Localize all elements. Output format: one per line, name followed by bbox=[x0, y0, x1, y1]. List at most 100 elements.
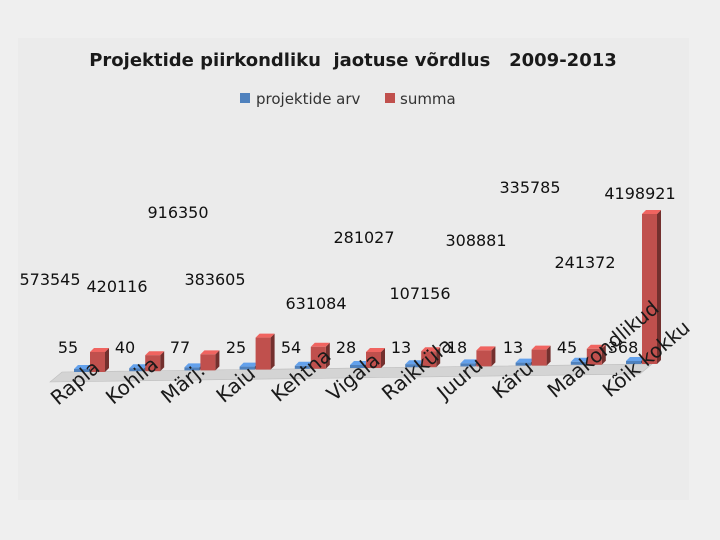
bar-sum-2-front bbox=[200, 354, 216, 371]
bar-count-7-top bbox=[460, 359, 480, 364]
bar-count-8-top bbox=[515, 358, 535, 363]
sum-value-label-0: 573545 bbox=[19, 270, 80, 289]
bar-count-10-front bbox=[626, 361, 641, 364]
bar-sum-0 bbox=[90, 347, 109, 372]
sum-value-label-8: 335785 bbox=[499, 178, 560, 197]
bar-sum-2-top bbox=[200, 350, 220, 355]
bar-count-5-front bbox=[350, 365, 365, 368]
bar-sum-7-front bbox=[476, 350, 492, 367]
bar-sum-8-top bbox=[531, 345, 551, 350]
count-value-label-10: 368 bbox=[608, 338, 639, 357]
bar-count-9-top bbox=[570, 357, 590, 362]
bar-sum-9-top bbox=[586, 344, 606, 349]
bar-count-2-front bbox=[184, 367, 200, 371]
bar-sum-9 bbox=[586, 344, 606, 365]
sum-value-label-6: 107156 bbox=[389, 284, 450, 303]
bar-sum-4-side bbox=[325, 342, 330, 369]
count-value-label-3: 25 bbox=[226, 338, 246, 357]
count-value-label-8: 13 bbox=[503, 338, 523, 357]
bar-count-9-front bbox=[570, 361, 586, 365]
count-labels-layer: 55 40 77 25 54 28 13 18 13 45 368 bbox=[58, 338, 638, 357]
bar-count-6-front bbox=[405, 364, 421, 368]
bar-sum-6-top bbox=[421, 347, 441, 352]
bar-sum-4-front bbox=[310, 346, 326, 369]
bar-sum-0-top bbox=[90, 347, 109, 352]
bar-sum-3 bbox=[255, 333, 275, 370]
sum-value-label-10: 4198921 bbox=[604, 184, 675, 203]
bar-sum-8 bbox=[531, 345, 551, 366]
bar-sum-1-side bbox=[160, 351, 165, 372]
bar-count-8-front bbox=[515, 362, 531, 366]
bar-sum-5-top bbox=[366, 348, 385, 352]
bar-sum-10-top bbox=[642, 210, 661, 214]
bar-sum-5 bbox=[366, 348, 385, 368]
bar-count-5-top bbox=[350, 361, 369, 365]
bar-sum-1-front bbox=[145, 355, 161, 372]
chart-panel bbox=[18, 38, 689, 500]
bar-count-3-front bbox=[239, 366, 255, 370]
bar-sum-1 bbox=[145, 351, 165, 372]
bar-sum-0-side bbox=[105, 347, 109, 372]
count-value-label-4: 54 bbox=[281, 338, 301, 357]
sum-value-label-3: 916350 bbox=[147, 203, 208, 222]
count-value-label-7: 18 bbox=[447, 338, 467, 357]
bar-sum-10-front bbox=[642, 214, 657, 364]
count-value-label-6: 13 bbox=[391, 338, 411, 357]
bar-count-0-top bbox=[74, 365, 93, 369]
bar-sum-4 bbox=[310, 342, 330, 369]
bar-count-1-top bbox=[129, 364, 149, 369]
sum-value-label-9: 241372 bbox=[554, 253, 615, 272]
sum-value-label-7: 308881 bbox=[445, 231, 506, 250]
bar-count-1-front bbox=[129, 368, 145, 372]
bar-sum-1-top bbox=[145, 351, 165, 356]
bar-sum-4-top bbox=[310, 342, 330, 347]
sum-labels-layer: 573545 420116 383605 916350 631084 281027 1071… bbox=[19, 178, 675, 313]
legend-swatch-series-1 bbox=[385, 93, 395, 103]
bar-sum-6 bbox=[421, 347, 441, 368]
bar-sum-3-top bbox=[255, 333, 275, 338]
count-value-label-2: 77 bbox=[170, 338, 190, 357]
count-value-label-1: 40 bbox=[115, 338, 135, 357]
bar-sum-8-side bbox=[546, 345, 551, 366]
bar-sum-6-front bbox=[421, 351, 437, 368]
bar-sum-9-side bbox=[601, 344, 606, 365]
bar-sum-7-side bbox=[491, 346, 496, 367]
chart-title: Projektide piirkondliku jaotuse võrdlus … bbox=[89, 50, 617, 71]
count-value-label-0: 55 bbox=[58, 338, 78, 357]
legend: projektide arv summa bbox=[240, 90, 456, 108]
bar-count-10-top bbox=[626, 357, 645, 361]
count-value-label-5: 28 bbox=[336, 338, 356, 357]
legend-label-series-1: summa bbox=[400, 90, 456, 108]
sum-value-label-1: 420116 bbox=[86, 277, 147, 296]
chart-floor bbox=[49, 363, 653, 383]
bar-count-7-front bbox=[460, 363, 476, 367]
bar-sum-6-side bbox=[436, 347, 441, 368]
bar-count-6-top bbox=[405, 360, 425, 365]
bars-layer bbox=[74, 210, 661, 372]
bar-sum-7 bbox=[476, 346, 496, 367]
sum-value-label-5: 281027 bbox=[333, 228, 394, 247]
bar-sum-2-side bbox=[215, 350, 220, 371]
bar-sum-9-front bbox=[586, 348, 602, 365]
bar-sum-10 bbox=[642, 210, 661, 364]
bar-sum-5-front bbox=[366, 352, 381, 368]
sum-value-label-4: 631084 bbox=[285, 294, 346, 313]
bar-count-4-front bbox=[294, 365, 310, 369]
bar-count-2-top bbox=[184, 363, 204, 368]
legend-label-series-0: projektide arv bbox=[256, 90, 361, 108]
bar-sum-10-side bbox=[657, 210, 661, 364]
bar-count-0-front bbox=[74, 369, 89, 372]
sum-value-label-2: 383605 bbox=[184, 270, 245, 289]
count-value-label-9: 45 bbox=[557, 338, 577, 357]
bar-sum-7-top bbox=[476, 346, 496, 351]
bar-sum-2 bbox=[200, 350, 220, 371]
bar-count-4-top bbox=[294, 361, 314, 366]
chart-panel-inner bbox=[18, 38, 689, 500]
bar-sum-3-front bbox=[255, 337, 271, 370]
bar-sum-5-side bbox=[381, 348, 385, 368]
bar-sum-8-front bbox=[531, 349, 547, 366]
bar-sum-3-side bbox=[270, 333, 275, 370]
legend-swatch-series-0 bbox=[240, 93, 250, 103]
bar-count-3-top bbox=[239, 362, 259, 367]
